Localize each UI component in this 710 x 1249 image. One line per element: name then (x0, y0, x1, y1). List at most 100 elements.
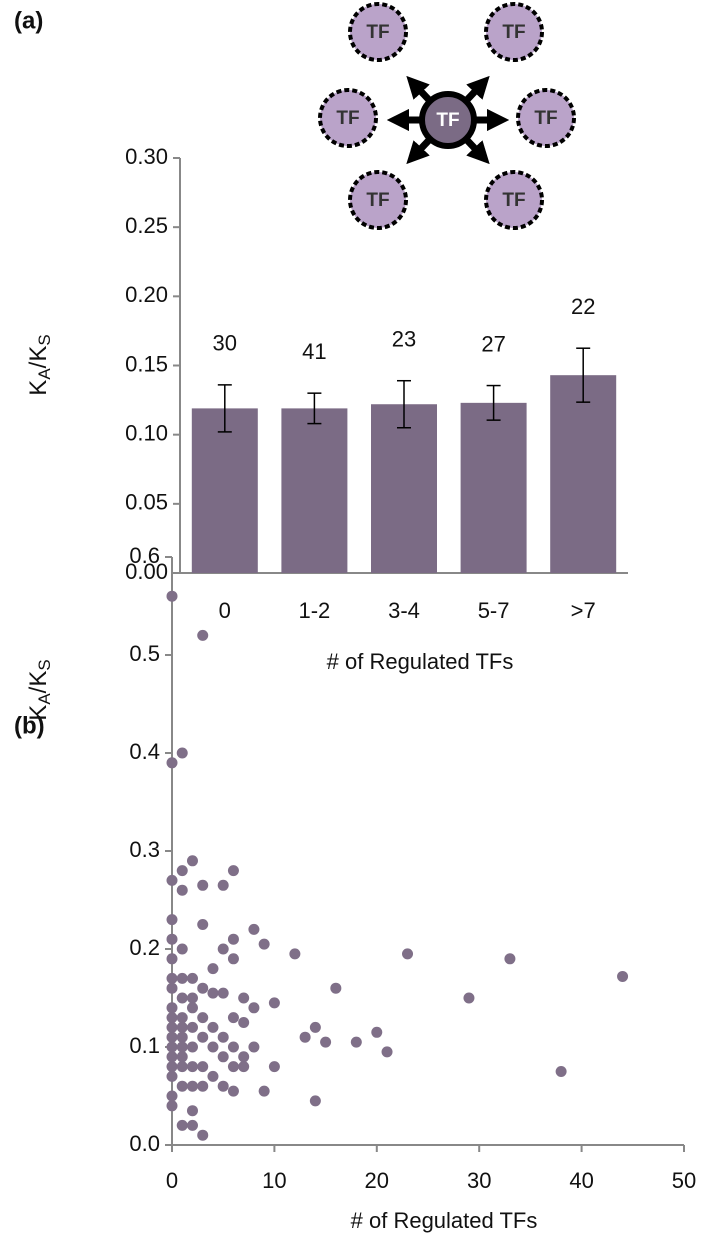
point (617, 970, 629, 982)
point (186, 1080, 198, 1092)
point (176, 1080, 188, 1092)
y-label-part: K (25, 380, 52, 396)
y-axis-label: KA/KS (25, 659, 53, 720)
y-label-part: S (35, 659, 54, 670)
y-tick-label: 0.1 (129, 1033, 160, 1058)
y-tick-label: 0.6 (129, 543, 160, 568)
point (176, 1031, 188, 1043)
point (197, 1129, 209, 1141)
point (176, 884, 188, 896)
point (207, 963, 219, 975)
point (176, 943, 188, 955)
point (176, 747, 188, 759)
y-label-part: /K (25, 346, 52, 369)
tf-center-label: TF (436, 110, 459, 131)
tf-label: TF (366, 22, 389, 43)
point (176, 1119, 188, 1131)
tf-label: TF (502, 22, 525, 43)
point (238, 1051, 250, 1063)
point (238, 1017, 250, 1028)
point (238, 992, 250, 1004)
point (166, 1031, 178, 1043)
point (166, 1070, 178, 1082)
point (350, 1036, 362, 1048)
point (166, 1051, 178, 1063)
point (186, 1119, 198, 1131)
point (268, 1061, 280, 1073)
point (176, 1012, 188, 1024)
point (176, 1041, 188, 1053)
x-tick-label: 10 (262, 1168, 286, 1193)
point (166, 590, 178, 602)
point (248, 1002, 260, 1014)
point (166, 1021, 178, 1033)
x-tick-label: 0 (219, 598, 231, 623)
point (166, 757, 178, 769)
point (207, 1041, 219, 1053)
point (166, 1090, 178, 1102)
point (227, 1041, 239, 1053)
panel-label: (b) (14, 712, 45, 739)
point (207, 1021, 219, 1033)
point (217, 987, 229, 999)
bar (460, 402, 527, 573)
point (197, 982, 209, 994)
point (176, 1051, 188, 1063)
point (227, 953, 239, 965)
point (176, 1061, 188, 1073)
tf-label: TF (336, 108, 359, 129)
point (166, 914, 178, 926)
point (166, 1002, 178, 1014)
y-tick-label: 0.10 (125, 420, 168, 445)
point (186, 1021, 198, 1033)
point (166, 972, 178, 984)
diagram: TF TF TF TF TF TF TF (318, 2, 576, 230)
x-tick-label: 0 (166, 1168, 178, 1193)
point (166, 982, 178, 994)
y-tick-label: 0.05 (125, 490, 168, 515)
point (330, 982, 342, 994)
bar (281, 408, 348, 573)
y-tick-label: 0.2 (129, 935, 160, 960)
count-label: 30 (213, 331, 237, 356)
point (555, 1066, 567, 1077)
point (166, 1012, 178, 1024)
y-tick-label: 0.4 (129, 739, 160, 764)
point (227, 865, 239, 877)
point (176, 1021, 188, 1033)
point (258, 938, 270, 950)
tf-label: TF (502, 190, 525, 211)
point (186, 1041, 198, 1053)
bar (371, 404, 437, 573)
point (217, 1080, 229, 1092)
point (197, 879, 209, 891)
tf-nodes (318, 2, 576, 230)
point (207, 987, 219, 999)
point (197, 1080, 209, 1092)
x-tick-label: 20 (365, 1168, 389, 1193)
y-tick-label: 0.0 (129, 1131, 160, 1156)
point (289, 948, 301, 960)
bar (191, 408, 258, 573)
count-label: 23 (392, 327, 416, 352)
x-axis-label: # of Regulated TFs (351, 1208, 538, 1233)
point (186, 972, 198, 984)
point (248, 923, 260, 935)
y-label-part: S (35, 334, 54, 345)
y-label-part: A (35, 368, 54, 380)
point (197, 629, 209, 641)
point (402, 948, 414, 960)
point (186, 992, 198, 1004)
point (176, 992, 188, 1004)
x-tick-label: 1-2 (299, 598, 331, 623)
point (166, 1041, 178, 1053)
point (186, 1105, 198, 1117)
y-tick-label: 0.25 (125, 213, 168, 238)
point (197, 1061, 209, 1073)
point (309, 1095, 321, 1107)
bar (550, 375, 617, 573)
point (309, 1021, 321, 1033)
count-label: 22 (571, 294, 595, 319)
point (217, 1051, 229, 1063)
